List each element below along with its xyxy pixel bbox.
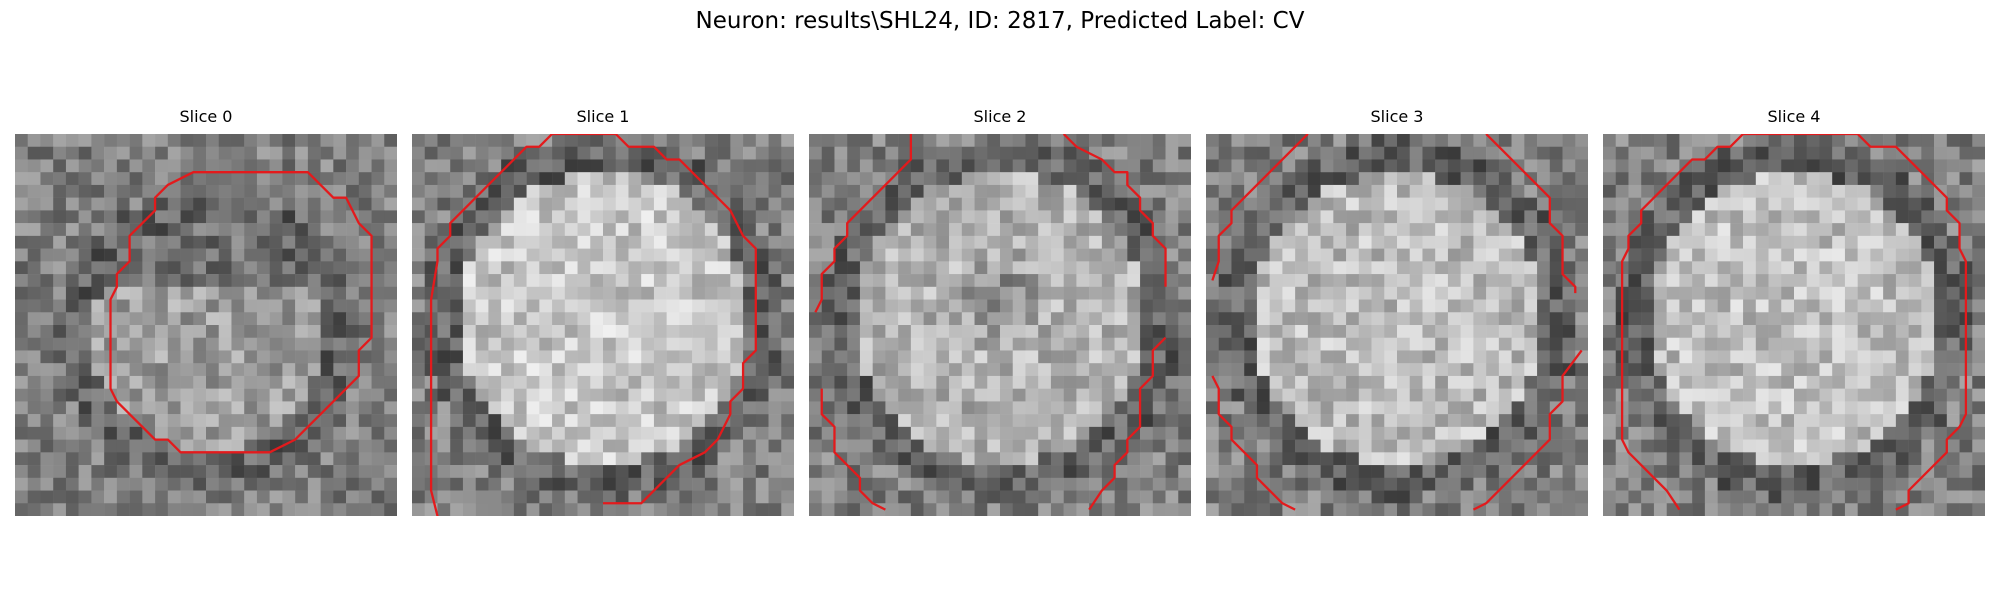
slice-image-2 [809,134,1191,516]
contour-3-line-2 [1211,375,1296,511]
slice-title-3: Slice 3 [1370,107,1424,126]
slice-image-4 [1603,134,1985,516]
slice-title-1: Slice 1 [576,107,630,126]
slice-title-2: Slice 2 [973,107,1027,126]
contour-3-line-3 [1472,349,1583,511]
slice-panel-2: Slice 2 [809,107,1191,516]
slice-panel-3: Slice 3 [1206,107,1588,516]
contour-2-line-0 [814,134,913,313]
slice-panel-4: Slice 4 [1603,107,1985,516]
contour-0-line-0 [109,171,373,454]
slice-panel-0: Slice 0 [15,107,397,516]
figure-title: Neuron: results\SHL24, ID: 2817, Predict… [695,8,1305,34]
slice-panel-1: Slice 1 [412,107,794,516]
contour-4-line-0 [1620,134,1968,511]
contour-1-line-0 [429,134,757,516]
slice-image-0 [15,134,397,516]
contour-2-line-1 [1062,134,1167,287]
slice-title-0: Slice 0 [179,107,233,126]
contour-3-line-1 [1485,134,1577,294]
contour-2-line-3 [1088,336,1167,511]
contour-2-line-2 [820,388,886,511]
contour-3-line-0 [1211,134,1309,281]
slice-title-4: Slice 4 [1767,107,1821,126]
slice-image-1 [412,134,794,516]
slice-image-3 [1206,134,1588,516]
